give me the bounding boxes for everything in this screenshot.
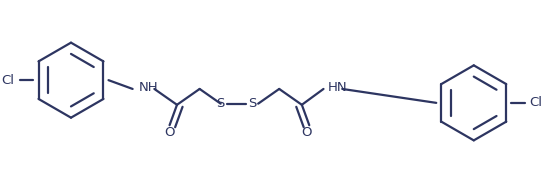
Text: S: S (217, 97, 225, 110)
Text: HN: HN (327, 81, 347, 95)
Text: Cl: Cl (529, 96, 542, 109)
Text: O: O (301, 126, 312, 139)
Text: NH: NH (139, 81, 158, 95)
Text: Cl: Cl (2, 74, 15, 87)
Text: O: O (164, 126, 175, 139)
Text: S: S (248, 97, 256, 110)
